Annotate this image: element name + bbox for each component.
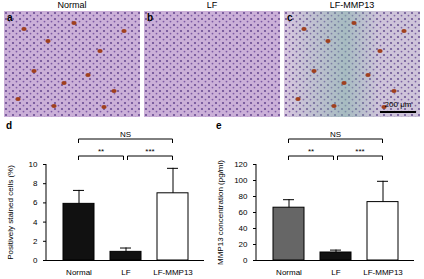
html-text:LF: LF bbox=[206, 0, 218, 10]
svg-text:Normal: Normal bbox=[66, 268, 92, 276]
svg-text:10: 10 bbox=[29, 160, 38, 169]
html-text:e: e bbox=[216, 120, 222, 131]
svg-text:Normal: Normal bbox=[276, 268, 302, 276]
svg-text:8: 8 bbox=[33, 179, 38, 188]
svg-text:LF-MMP13: LF-MMP13 bbox=[153, 268, 193, 276]
svg-text:c: c bbox=[287, 12, 293, 23]
svg-text:4: 4 bbox=[33, 218, 38, 227]
svg-text:60: 60 bbox=[239, 208, 248, 217]
svg-text:LF: LF bbox=[121, 268, 130, 276]
svg-text:40: 40 bbox=[239, 224, 248, 233]
svg-text:***: *** bbox=[355, 147, 364, 156]
svg-text:6: 6 bbox=[33, 198, 38, 207]
svg-text:**: ** bbox=[98, 147, 104, 156]
svg-text:2: 2 bbox=[33, 237, 38, 246]
svg-text:100: 100 bbox=[234, 176, 248, 185]
html-text:LF-MMP13: LF-MMP13 bbox=[329, 0, 375, 10]
svg-text:***: *** bbox=[145, 147, 154, 156]
svg-text:0: 0 bbox=[33, 256, 38, 265]
svg-text:**: ** bbox=[308, 147, 314, 156]
svg-text:NS: NS bbox=[330, 130, 341, 139]
svg-text:120: 120 bbox=[234, 160, 248, 169]
svg-text:NS: NS bbox=[120, 130, 131, 139]
svg-text:MMP13 concentration (pg/ml): MMP13 concentration (pg/ml) bbox=[216, 160, 225, 265]
svg-text:LF-MMP13: LF-MMP13 bbox=[363, 268, 403, 276]
svg-text:200 μm: 200 μm bbox=[385, 100, 412, 109]
svg-text:20: 20 bbox=[239, 240, 248, 249]
svg-text:Positively stained cells (%): Positively stained cells (%) bbox=[6, 165, 15, 260]
svg-text:b: b bbox=[147, 12, 153, 23]
svg-text:a: a bbox=[7, 12, 13, 23]
svg-text:0: 0 bbox=[243, 256, 248, 265]
html-text:Normal: Normal bbox=[57, 0, 87, 10]
svg-text:80: 80 bbox=[239, 192, 248, 201]
html-text:d: d bbox=[6, 120, 13, 131]
svg-text:LF: LF bbox=[331, 268, 340, 276]
